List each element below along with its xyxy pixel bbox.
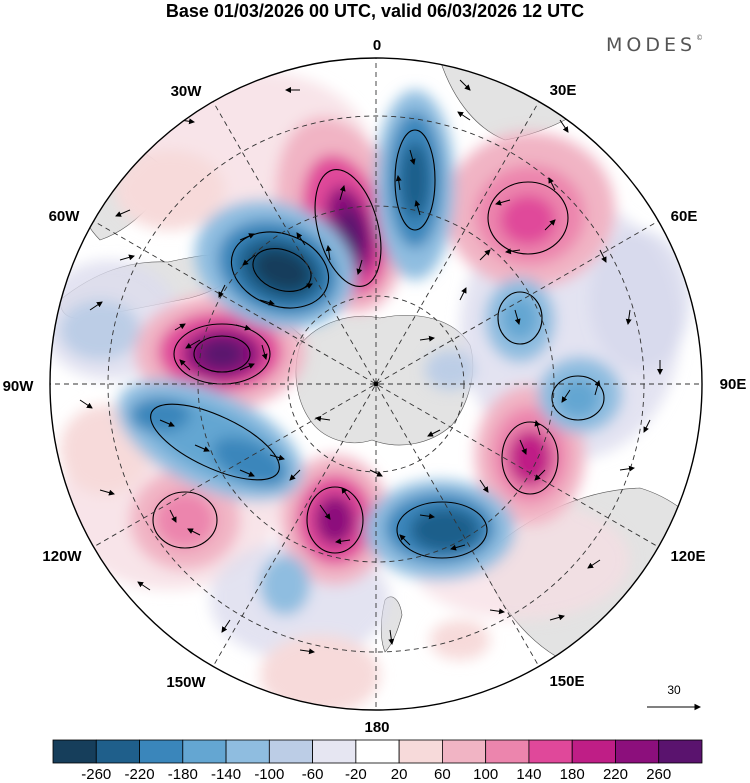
colorbar-swatch	[182, 739, 227, 764]
colorbar-tick-label: 180	[560, 766, 585, 783]
contour-lines	[150, 129, 605, 559]
colorbar-swatch	[571, 739, 616, 764]
reference-vector-label: 30	[667, 683, 681, 697]
lon-label-60e: 60E	[671, 208, 698, 225]
reference-vector: 30	[647, 683, 702, 711]
colorbar: -260 -220 -180 -140 -100 -60 -20 20 60 100 140 180 2…	[52, 739, 703, 783]
colorbar-tick-label: -100	[254, 766, 284, 783]
colorbar-swatch	[355, 739, 400, 764]
south-pole-marker	[373, 381, 379, 387]
chart-title: Base 01/03/2026 00 UTC, valid 06/03/2026…	[165, 1, 585, 21]
lon-label-180: 180	[364, 719, 389, 736]
lon-label-120e: 120E	[670, 548, 705, 565]
colorbar-swatch	[485, 739, 530, 764]
colorbar-swatch	[139, 739, 184, 764]
colorbar-tick-label: 20	[391, 766, 408, 783]
brand-logo: MODES©	[606, 34, 703, 56]
lon-label-0: 0	[373, 37, 381, 54]
lon-label-150w: 150W	[166, 674, 206, 691]
colorbar-tick-label: -20	[345, 766, 367, 783]
map-disk	[50, 58, 702, 710]
colorbar-tick-label: 260	[646, 766, 671, 783]
colorbar-swatch	[95, 739, 140, 764]
colorbar-swatch	[398, 739, 443, 764]
wind-vectors	[79, 79, 663, 655]
lon-label-60w: 60W	[49, 208, 81, 225]
lon-label-30e: 30E	[550, 82, 577, 99]
colorbar-tick-label: -140	[211, 766, 241, 783]
brand-text: MODES	[606, 34, 697, 56]
colorbar-swatch	[441, 739, 487, 764]
longitude-labels: 0 30E 60E 90E 120E 150E 180 150W 120W 90…	[3, 37, 747, 736]
colorbar-tick-label: -60	[302, 766, 324, 783]
colorbar-swatch	[225, 739, 270, 764]
colorbar-swatch	[528, 739, 573, 764]
colorbar-swatch	[658, 739, 703, 764]
colorbar-tick-label: -260	[81, 766, 111, 783]
colorbar-tick-label: -180	[168, 766, 198, 783]
brand-mark: ©	[696, 33, 704, 42]
lon-label-90e: 90E	[720, 376, 747, 393]
lon-label-150e: 150E	[549, 673, 584, 690]
colorbar-swatch	[268, 739, 314, 764]
colorbar-tick-label: 220	[603, 766, 628, 783]
colorbar-swatch	[312, 739, 357, 764]
lon-label-90w: 90W	[3, 378, 35, 395]
colorbar-tick-label: 140	[516, 766, 541, 783]
colorbar-swatch	[52, 739, 97, 764]
colorbar-tick-label: 100	[473, 766, 498, 783]
colorbar-tick-label: 60	[434, 766, 451, 783]
colorbar-swatch	[615, 739, 660, 764]
antarctica	[295, 315, 474, 446]
map-boundary	[49, 57, 703, 711]
lon-label-30w: 30W	[171, 83, 203, 100]
lon-label-120w: 120W	[42, 548, 82, 565]
colorbar-tick-label: -220	[125, 766, 155, 783]
